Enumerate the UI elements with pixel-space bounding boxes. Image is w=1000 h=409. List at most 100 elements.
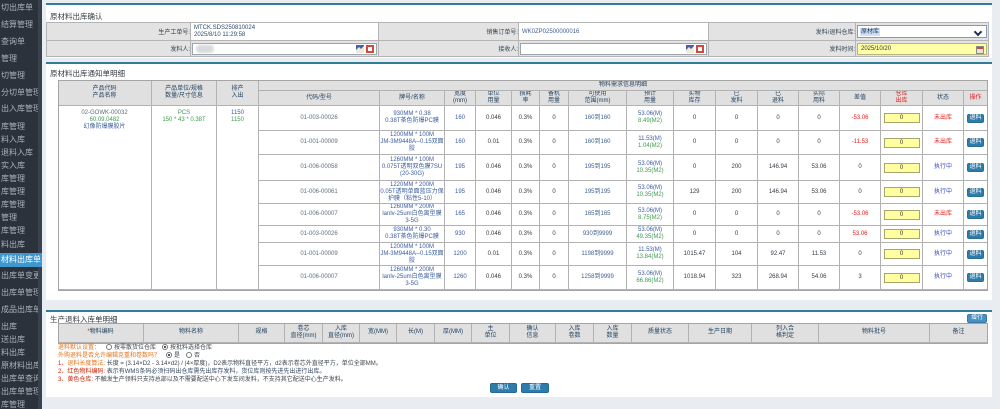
sidebar-item[interactable]: 库管理	[1, 187, 25, 196]
returned-qty: 0	[758, 131, 799, 155]
sidebar-item[interactable]: 库管理	[1, 200, 25, 209]
sidebar-item[interactable]: 库管理	[1, 400, 25, 409]
warehouse-out-input[interactable]: 0	[883, 272, 920, 283]
column-header: 厚(MM)	[435, 323, 472, 343]
column-header: 卷芯 直径(mm)	[285, 323, 323, 343]
sidebar-item[interactable]: 出库单变更	[1, 271, 38, 280]
usable-range: 195到195	[569, 155, 627, 181]
column-header: 备注	[930, 323, 988, 343]
sidebar-item[interactable]: 出库单管理	[1, 387, 38, 396]
radio-button[interactable]	[106, 344, 113, 350]
sidebar-item[interactable]: 成品出库单	[1, 305, 38, 314]
status-cell: 执行中	[923, 243, 964, 266]
status-badge: 执行中	[933, 250, 952, 257]
sidebar-item[interactable]: 管理	[1, 54, 17, 63]
sidebar-item[interactable]: 退料入库	[1, 148, 33, 157]
reset-button[interactable]: 重置	[521, 383, 549, 393]
issuer-input[interactable]	[192, 42, 377, 55]
sidebar-item[interactable]: 管理	[1, 213, 17, 222]
loss-rate: 0.3%	[512, 266, 540, 290]
sidebar-item[interactable]: 原材料出库单	[1, 361, 38, 370]
actual-usage: 54.06	[799, 266, 840, 290]
loss-rate: 0.3%	[512, 204, 540, 226]
sidebar-item[interactable]: 分切单管理	[1, 88, 38, 97]
return-material-button[interactable]: 退料	[967, 113, 984, 123]
unit-usage: 0.046	[476, 155, 512, 181]
column-header: 产品单位/规格 数量/尺寸信息	[152, 80, 217, 106]
column-header: 长(M)	[397, 323, 435, 343]
radio-button[interactable]	[166, 352, 173, 358]
issued-qty: 200	[716, 181, 758, 204]
sidebar-item[interactable]: 库管理	[1, 174, 25, 183]
warehouse-out-cell: 0	[881, 243, 923, 266]
clear-icon[interactable]	[366, 44, 374, 53]
return-material-button[interactable]: 退料	[967, 210, 984, 219]
issuer-censored-name	[196, 44, 214, 53]
estimated-usage: 53.06(M) 66.86(M2)	[627, 266, 674, 290]
notice-table: 产品代码 产品名称 产品单位/规格 数量/尺寸信息 排产 入出 物料需求信息明细 代码/型号牌…	[58, 80, 988, 291]
sales-order-label: 销售订单号:	[378, 22, 519, 41]
material-code: 01-003-00026	[259, 106, 380, 131]
sidebar-item[interactable]: 料入库	[1, 135, 25, 144]
unit-usage: 0.01	[476, 243, 512, 266]
return-material-button[interactable]: 退料	[967, 187, 984, 197]
issued-qty: 0	[716, 106, 758, 131]
sidebar-item[interactable]: 材料出库单	[0, 253, 42, 267]
issue-time-input[interactable]: 2025/10/20	[857, 42, 987, 55]
sidebar-item[interactable]: 出库单管理	[1, 288, 38, 297]
return-material-button[interactable]: 退料	[967, 273, 984, 282]
sidebar-item[interactable]: 送出库	[1, 335, 25, 344]
radio-label: 按零散货位仓库	[114, 345, 157, 351]
sidebar-item[interactable]: 出入库管理	[1, 104, 38, 113]
status-badge: 执行中	[933, 164, 952, 170]
column-header: 已退料	[758, 91, 799, 106]
sidebar-item[interactable]: 库管理	[1, 226, 25, 235]
return-material-button[interactable]: 退料	[967, 249, 984, 259]
sidebar-item[interactable]: 料出库	[1, 348, 25, 357]
column-header: 主单位	[472, 323, 510, 343]
backup-usage: 0	[540, 155, 569, 181]
radio-button[interactable]	[186, 352, 193, 358]
material-width: 1260	[445, 266, 476, 290]
sidebar-item[interactable]: 料出库	[1, 240, 25, 249]
select-user-icon[interactable]	[356, 44, 364, 53]
warehouse-out-input[interactable]: 0	[883, 249, 920, 259]
material-code: 01-006-00007	[259, 266, 380, 290]
select-user-icon[interactable]	[686, 44, 694, 53]
sidebar-scrollbar[interactable]	[38, 0, 42, 409]
warehouse-out-input[interactable]: 0	[883, 137, 920, 148]
return-material-button[interactable]: 退料	[967, 229, 984, 239]
returned-qty: 0	[758, 204, 799, 226]
note-number: 2、	[58, 369, 68, 375]
sidebar-item[interactable]: 库管理	[1, 122, 25, 131]
add-row-button[interactable]: 增行	[967, 314, 987, 323]
actual-usage: 0	[799, 131, 840, 155]
estimated-usage: 53.06(M) 8.75(M2)	[627, 204, 674, 226]
receiver-input[interactable]	[520, 42, 707, 55]
warehouse-out-input[interactable]: 0	[883, 162, 920, 173]
return-material-button[interactable]: 退料	[967, 163, 984, 172]
sidebar-item[interactable]: 结算管理	[1, 20, 33, 29]
return-material-button[interactable]: 退料	[967, 138, 984, 147]
sidebar-item[interactable]: 实入库	[1, 161, 25, 170]
warehouse-out-input[interactable]: 0	[883, 229, 920, 239]
warehouse-out-input[interactable]: 0	[883, 187, 920, 197]
calendar-icon[interactable]	[976, 45, 984, 54]
clear-icon[interactable]	[696, 44, 704, 53]
radio-button[interactable]	[162, 344, 169, 350]
sidebar-item[interactable]: 查询单	[1, 37, 25, 46]
radio-label: 是	[174, 353, 181, 359]
status-cell: 未出库	[923, 106, 964, 131]
warehouse-out-input[interactable]: 0	[883, 209, 920, 220]
sidebar-item[interactable]: 切出库单	[1, 3, 33, 12]
sidebar-item[interactable]: 出库单查询	[1, 374, 38, 383]
confirm-button[interactable]: 确认	[490, 383, 517, 393]
backup-usage: 0	[540, 204, 569, 226]
warehouse-out-input[interactable]: 0	[883, 113, 920, 123]
warehouse-select[interactable]: 原材库	[857, 25, 987, 38]
loss-rate: 0.3%	[512, 106, 540, 131]
sidebar-item[interactable]: 切管理	[1, 71, 25, 80]
material-code: 01-001-00009	[259, 243, 380, 266]
sidebar-item[interactable]: 出库	[1, 322, 17, 331]
